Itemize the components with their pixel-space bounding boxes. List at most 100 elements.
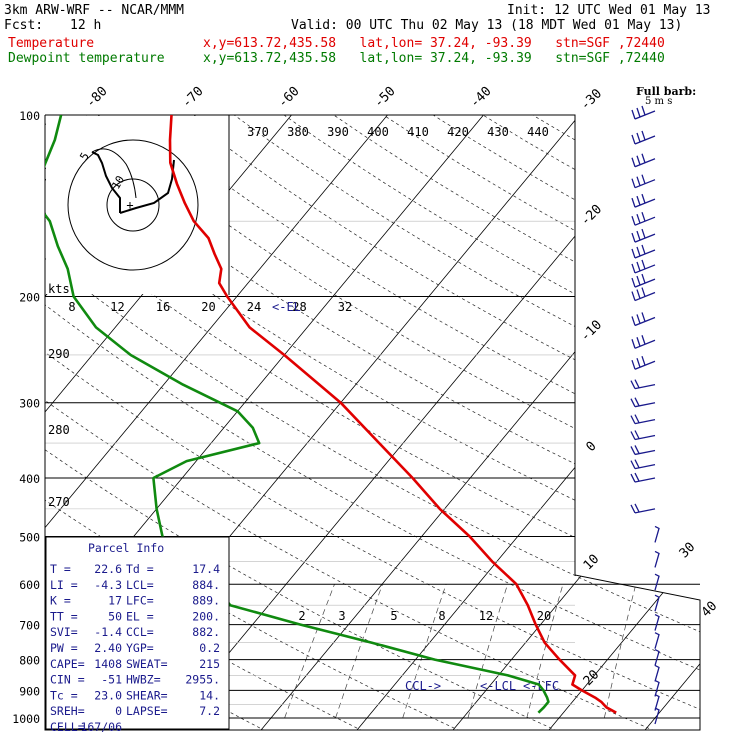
wind-barb bbox=[654, 693, 660, 711]
isotherm-label: -30 bbox=[578, 86, 605, 113]
parcel-info-value: 7.2 bbox=[199, 704, 220, 718]
parcel-info-value: SREH= bbox=[50, 704, 85, 718]
wind-barb-line bbox=[630, 397, 656, 408]
wind-barb bbox=[631, 335, 656, 349]
parcel-info-title: Parcel Info bbox=[88, 541, 164, 555]
wind-barb bbox=[631, 211, 656, 226]
parcel-info-value: 22.6 bbox=[94, 562, 122, 576]
temperature-legend: Temperature bbox=[8, 36, 95, 51]
wind-barb bbox=[654, 679, 660, 697]
wind-barb-line bbox=[630, 414, 656, 425]
el-label: <-EL bbox=[272, 300, 301, 314]
theta-e-label: 400 bbox=[367, 125, 389, 139]
wind-barb-line bbox=[631, 130, 656, 145]
dry-adiabat bbox=[45, 115, 700, 730]
isotherm-label: -80 bbox=[83, 84, 110, 111]
isotherm-line bbox=[164, 115, 699, 730]
parcel-info-value: 0.2 bbox=[199, 641, 220, 655]
wind-barb bbox=[630, 459, 656, 470]
wind-barb-line bbox=[654, 614, 660, 631]
temperature-profile bbox=[168, 115, 617, 714]
theta-e-left-label: 270 bbox=[48, 495, 70, 509]
parcel-info-value: SWEAT= bbox=[126, 657, 168, 671]
theta-e-label: 420 bbox=[447, 125, 469, 139]
hodograph-ring bbox=[67, 139, 199, 271]
hodograph-arc bbox=[91, 148, 137, 199]
wind-barb-line bbox=[654, 525, 660, 543]
theta-e-label: 390 bbox=[327, 125, 349, 139]
wind-barb-line bbox=[631, 193, 656, 208]
wind-barb bbox=[630, 379, 656, 390]
parcel-info-value: T = bbox=[50, 562, 71, 576]
wind-barb bbox=[630, 445, 656, 456]
pressure-tick-label: 400 bbox=[19, 472, 40, 486]
wind-barb bbox=[631, 228, 656, 243]
parcel-info-value: SVI= bbox=[50, 625, 78, 639]
wind-barb bbox=[654, 632, 660, 649]
hodograph-units: kts bbox=[48, 282, 70, 296]
pressure-tick-label: 600 bbox=[19, 578, 40, 592]
temperature-station-info: x,y=613.72,435.58 lat,lon= 37.24, -93.39… bbox=[203, 36, 665, 51]
dry-adiabat bbox=[184, 115, 700, 730]
parcel-info-value: LAPSE= bbox=[126, 704, 168, 718]
model-title: 3km ARW-WRF -- NCAR/MMM bbox=[4, 3, 185, 18]
wind-barb-line bbox=[630, 379, 656, 390]
barb-legend-line2: 5 m s bbox=[645, 96, 672, 107]
wind-barb-line bbox=[630, 503, 656, 514]
wind-barb-line bbox=[631, 211, 656, 226]
parcel-info-value: 17 bbox=[108, 594, 122, 608]
dry-adiabat bbox=[383, 115, 700, 730]
wind-barb bbox=[630, 414, 656, 425]
dry-adiabat bbox=[45, 115, 700, 730]
wind-barb-line bbox=[654, 679, 660, 697]
parcel-info-value: 882. bbox=[192, 625, 220, 639]
pressure-tick-label: 800 bbox=[19, 654, 40, 668]
parcel-info-value: LCL= bbox=[126, 578, 154, 592]
lcl-label: <-LCL bbox=[480, 679, 516, 693]
mixing-ratio-label: 12 bbox=[479, 609, 493, 623]
pressure-tick-label: 700 bbox=[19, 619, 40, 633]
theta-e-label: 440 bbox=[527, 125, 549, 139]
wind-barb bbox=[631, 312, 656, 327]
wind-barb-line bbox=[631, 174, 656, 189]
wind-barb bbox=[654, 594, 660, 612]
wind-barb-line bbox=[631, 335, 656, 349]
parcel-info-value: 0 bbox=[115, 704, 122, 718]
parcel-info-value: CIN = bbox=[50, 673, 85, 687]
wind-barb-line bbox=[630, 472, 656, 483]
wind-barb-line bbox=[631, 105, 656, 120]
wind-barb-line bbox=[631, 153, 656, 168]
parcel-info-value: -1.4 bbox=[94, 625, 122, 639]
dry-adiabat bbox=[45, 115, 700, 730]
isotherm-label: -20 bbox=[578, 202, 605, 229]
wind-barb-line bbox=[654, 573, 660, 591]
isotherm-label: 10 bbox=[581, 552, 603, 574]
isotherm-label: -40 bbox=[467, 84, 494, 111]
wind-barb bbox=[631, 174, 656, 189]
mixing-ratio-label: 20 bbox=[537, 609, 551, 623]
parcel-info-value: -51 bbox=[101, 673, 122, 687]
mixing-ratio-line bbox=[603, 584, 637, 719]
wind-barb-line bbox=[654, 594, 660, 612]
parcel-info-value: CAPE= bbox=[50, 657, 85, 671]
wind-barb bbox=[630, 397, 656, 408]
parcel-info-value: TT = bbox=[50, 609, 78, 623]
isotherm-label: -10 bbox=[578, 318, 605, 345]
dry-adiabat bbox=[482, 115, 700, 730]
parcel-info-box bbox=[45, 536, 230, 730]
mixing-ratio-line bbox=[335, 584, 383, 719]
isotherm-label: -70 bbox=[179, 84, 206, 111]
dry-adiabat bbox=[45, 115, 655, 730]
hodograph-ring-label: 12 bbox=[110, 300, 124, 314]
wind-barb bbox=[654, 525, 660, 543]
wind-barb bbox=[654, 614, 660, 631]
wind-barb bbox=[654, 550, 660, 568]
parcel-info-value: LFC= bbox=[126, 594, 154, 608]
mixing-ratio-line bbox=[467, 584, 508, 719]
theta-e-label: 380 bbox=[287, 125, 309, 139]
wind-barb-line bbox=[654, 550, 660, 568]
parcel-info-value: 23.0 bbox=[94, 688, 122, 702]
parcel-info-value: 889. bbox=[192, 594, 220, 608]
hodograph-origin: + bbox=[126, 198, 133, 212]
